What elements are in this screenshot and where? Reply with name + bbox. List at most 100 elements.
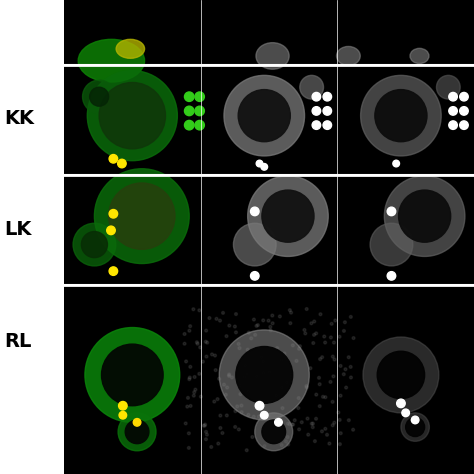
- Circle shape: [397, 399, 405, 408]
- Circle shape: [254, 333, 256, 336]
- Circle shape: [343, 329, 346, 332]
- Circle shape: [215, 318, 218, 320]
- Ellipse shape: [262, 420, 285, 444]
- Circle shape: [107, 226, 115, 235]
- Circle shape: [216, 398, 219, 401]
- Text: KK: KK: [5, 109, 35, 128]
- Circle shape: [352, 428, 355, 431]
- Circle shape: [323, 92, 332, 101]
- Circle shape: [402, 409, 410, 417]
- Ellipse shape: [399, 190, 451, 242]
- Circle shape: [315, 393, 318, 396]
- Circle shape: [255, 375, 258, 378]
- Ellipse shape: [370, 223, 413, 266]
- Circle shape: [288, 309, 291, 311]
- Circle shape: [200, 395, 202, 398]
- Circle shape: [298, 347, 301, 350]
- Circle shape: [204, 423, 207, 426]
- Circle shape: [305, 386, 308, 389]
- Circle shape: [244, 365, 247, 367]
- Ellipse shape: [82, 232, 108, 258]
- Bar: [0, 0, 64, 474]
- Circle shape: [240, 411, 243, 414]
- Ellipse shape: [116, 39, 145, 58]
- Circle shape: [313, 333, 316, 336]
- Circle shape: [188, 329, 191, 332]
- Circle shape: [318, 376, 320, 379]
- Circle shape: [291, 423, 293, 426]
- Bar: [64, 0, 474, 65]
- Circle shape: [290, 376, 292, 379]
- Circle shape: [295, 359, 298, 362]
- Circle shape: [276, 347, 279, 350]
- Circle shape: [204, 340, 207, 343]
- Circle shape: [250, 207, 259, 216]
- Circle shape: [287, 443, 290, 446]
- Circle shape: [238, 384, 241, 387]
- Circle shape: [247, 390, 250, 392]
- Circle shape: [205, 355, 208, 358]
- Ellipse shape: [363, 337, 439, 413]
- Ellipse shape: [101, 344, 163, 406]
- Ellipse shape: [410, 48, 429, 64]
- Circle shape: [324, 428, 327, 430]
- Circle shape: [213, 400, 216, 403]
- Circle shape: [184, 422, 187, 425]
- Circle shape: [285, 359, 288, 362]
- Circle shape: [237, 343, 240, 346]
- Circle shape: [255, 325, 258, 328]
- Circle shape: [188, 378, 191, 381]
- Circle shape: [193, 375, 196, 378]
- Circle shape: [247, 331, 250, 334]
- Circle shape: [311, 426, 314, 428]
- Circle shape: [189, 325, 191, 328]
- Text: LK: LK: [2, 221, 27, 239]
- Circle shape: [349, 316, 352, 319]
- Text: LK: LK: [5, 220, 32, 239]
- Circle shape: [268, 371, 271, 374]
- Circle shape: [109, 155, 118, 163]
- Circle shape: [387, 272, 396, 280]
- Ellipse shape: [78, 39, 145, 82]
- Circle shape: [297, 397, 300, 400]
- Circle shape: [263, 445, 266, 447]
- Circle shape: [188, 376, 191, 379]
- Circle shape: [236, 405, 238, 408]
- Circle shape: [331, 401, 334, 403]
- Circle shape: [235, 313, 237, 316]
- Circle shape: [260, 356, 263, 359]
- Circle shape: [267, 414, 270, 417]
- Circle shape: [331, 355, 334, 358]
- Circle shape: [195, 341, 198, 344]
- Circle shape: [275, 419, 282, 426]
- Circle shape: [349, 365, 352, 368]
- Circle shape: [210, 353, 213, 356]
- Circle shape: [186, 405, 189, 408]
- Circle shape: [290, 311, 292, 314]
- Circle shape: [198, 373, 201, 375]
- Circle shape: [183, 342, 186, 345]
- Circle shape: [307, 433, 310, 436]
- Circle shape: [253, 318, 255, 321]
- Circle shape: [284, 356, 287, 358]
- Circle shape: [347, 419, 350, 421]
- Circle shape: [250, 337, 253, 340]
- Circle shape: [331, 424, 334, 427]
- Circle shape: [251, 436, 254, 438]
- Circle shape: [219, 414, 222, 417]
- Ellipse shape: [219, 330, 309, 420]
- Circle shape: [315, 332, 318, 335]
- Circle shape: [324, 396, 327, 399]
- Text: RL: RL: [5, 332, 32, 351]
- Circle shape: [290, 373, 292, 376]
- Ellipse shape: [236, 346, 292, 403]
- Circle shape: [315, 417, 318, 420]
- Circle shape: [246, 373, 248, 375]
- Circle shape: [313, 440, 316, 443]
- Circle shape: [329, 336, 332, 339]
- Circle shape: [339, 432, 342, 435]
- Ellipse shape: [255, 413, 292, 451]
- Circle shape: [243, 375, 246, 378]
- Circle shape: [312, 92, 320, 101]
- Circle shape: [332, 375, 335, 378]
